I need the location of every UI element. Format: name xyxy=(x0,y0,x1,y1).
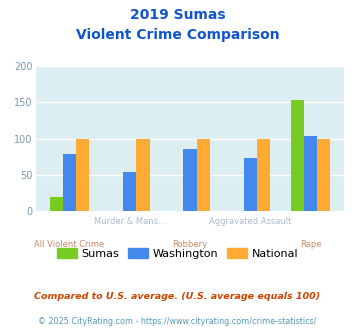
Bar xyxy=(304,136,317,211)
Text: Compared to U.S. average. (U.S. average equals 100): Compared to U.S. average. (U.S. average … xyxy=(34,292,321,301)
Bar xyxy=(50,197,63,211)
Bar xyxy=(290,100,304,211)
Bar xyxy=(76,139,89,211)
Bar xyxy=(244,158,257,211)
Bar xyxy=(136,139,149,211)
Legend: Sumas, Washington, National: Sumas, Washington, National xyxy=(53,244,302,263)
Text: Aggravated Assault: Aggravated Assault xyxy=(209,217,291,226)
Text: 2019 Sumas: 2019 Sumas xyxy=(130,8,225,22)
Bar xyxy=(317,139,330,211)
Text: © 2025 CityRating.com - https://www.cityrating.com/crime-statistics/: © 2025 CityRating.com - https://www.city… xyxy=(38,317,317,326)
Text: All Violent Crime: All Violent Crime xyxy=(34,240,104,249)
Text: Murder & Mans...: Murder & Mans... xyxy=(94,217,166,226)
Bar xyxy=(123,172,136,211)
Bar xyxy=(63,154,76,211)
Text: Rape: Rape xyxy=(300,240,321,249)
Text: Violent Crime Comparison: Violent Crime Comparison xyxy=(76,28,279,42)
Bar xyxy=(257,139,270,211)
Text: Robbery: Robbery xyxy=(173,240,207,249)
Bar xyxy=(197,139,210,211)
Bar xyxy=(183,149,197,211)
